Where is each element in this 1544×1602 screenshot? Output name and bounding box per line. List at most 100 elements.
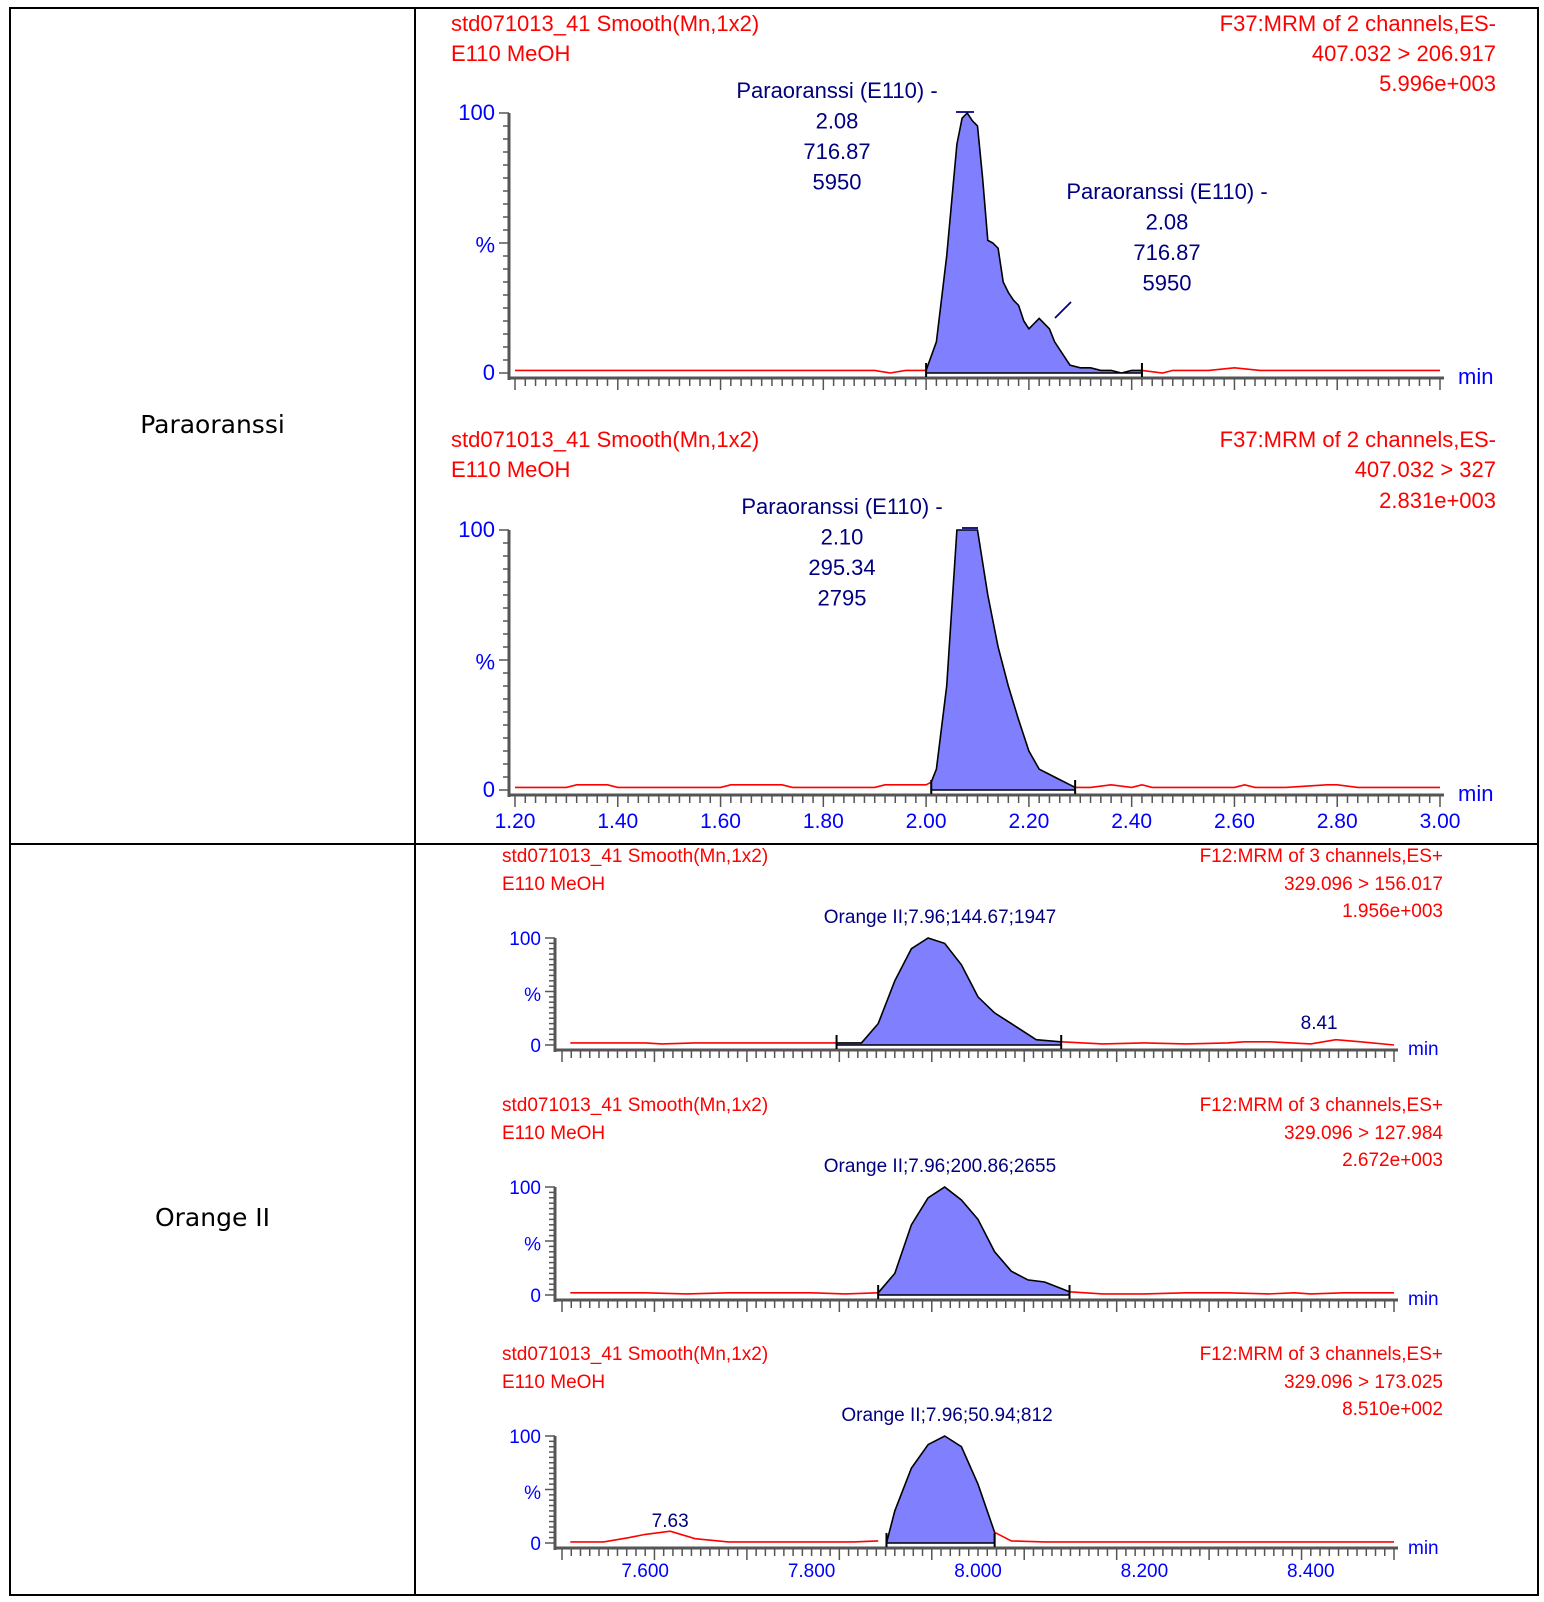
x-tick-label: 7.600 — [621, 1561, 669, 1582]
x-tick-label: 1.80 — [803, 810, 844, 833]
y-tick-label: 0 — [483, 777, 495, 802]
chart-header-left-line: E110 MeOH — [502, 1372, 605, 1393]
x-tick-label: 1.20 — [495, 810, 536, 833]
peak-label-height: 2795 — [818, 586, 867, 611]
x-tick-label: 8.200 — [1121, 1561, 1169, 1582]
peak-label-area: 716.87 — [803, 139, 870, 164]
x-tick-label: 2.60 — [1214, 810, 1255, 833]
chart-header-left-line: E110 MeOH — [502, 1123, 605, 1144]
chart-header-left-line: E110 MeOH — [502, 874, 605, 895]
chart-header-right-line: 2.672e+003 — [1342, 1150, 1443, 1171]
chart-header-right-line: F12:MRM of 3 channels,ES+ — [1200, 1344, 1443, 1365]
minor-peak-label: 8.41 — [1301, 1013, 1338, 1034]
x-tick-label: 2.20 — [1008, 810, 1049, 833]
integrated-peak-area — [877, 1186, 1071, 1296]
peak-label-name: Paraoranssi (E110) - — [736, 78, 937, 103]
chart-panel-o3: std071013_41 Smooth(Mn,1x2) E110 MeOH F12:… — [502, 1344, 1443, 1582]
chart-header-left-line: E110 MeOH — [451, 41, 570, 66]
integrated-peak-area — [885, 1435, 996, 1544]
chromatogram-trace — [1069, 1291, 1394, 1295]
chart-header-left-line: std071013_41 Smooth(Mn,1x2) — [502, 846, 768, 867]
x-axis-label: min — [1458, 364, 1493, 389]
y-tick-label: 100 — [458, 100, 495, 125]
chart-header-right-line: 407.032 > 327 — [1355, 457, 1496, 482]
y-tick-label: 0 — [530, 1534, 541, 1555]
chromatogram-trace — [570, 1042, 837, 1045]
chart-header-right-line: F37:MRM of 2 channels,ES- — [1220, 11, 1496, 36]
x-tick-label: 8.400 — [1287, 1561, 1335, 1582]
y-tick-label: 0 — [530, 1286, 541, 1307]
chromatogram-trace — [1141, 366, 1440, 374]
chart-panel-p2: std071013_41 Smooth(Mn,1x2) E110 MeOH F37:… — [451, 427, 1496, 833]
chromatogram-trace — [1075, 783, 1440, 789]
row-label-orange-ii: Orange II — [154, 1203, 271, 1232]
y-tick-label: 100 — [509, 929, 541, 950]
chart-header-right-line: 407.032 > 206.917 — [1312, 41, 1496, 66]
chart-header-right-line: 329.096 > 127.984 — [1284, 1123, 1443, 1144]
peak-label: Orange II;7.96;144.67;1947 — [824, 907, 1056, 928]
x-axis-label: min — [1408, 1538, 1439, 1559]
x-tick-label: 3.00 — [1420, 810, 1461, 833]
chromatogram-trace — [570, 1530, 879, 1543]
chart-header-left-line: std071013_41 Smooth(Mn,1x2) — [502, 1344, 768, 1365]
chart-header-right-line: F12:MRM of 3 channels,ES+ — [1200, 846, 1443, 867]
x-axis-label: min — [1458, 781, 1493, 806]
x-tick-label: 2.40 — [1111, 810, 1152, 833]
integrated-peak-area — [930, 529, 1076, 791]
peak-label-name: Paraoranssi (E110) - — [741, 494, 942, 519]
peak-label-rt: 2.08 — [816, 109, 859, 134]
y-axis-label: % — [524, 1235, 541, 1256]
peak-label-height: 5950 — [813, 170, 862, 195]
row-label-paraoranssi: Paraoranssi — [140, 410, 285, 439]
y-axis-label: % — [524, 985, 541, 1006]
chart-header-left-line: std071013_41 Smooth(Mn,1x2) — [451, 11, 759, 36]
peak-label-area: 716.87 — [1133, 240, 1200, 265]
chart-panel-o1: std071013_41 Smooth(Mn,1x2) E110 MeOH F12:… — [502, 846, 1443, 1062]
chart-header-right-line: 1.956e+003 — [1342, 901, 1443, 922]
integrated-peak-area — [835, 937, 1062, 1046]
peak-label: Orange II;7.96;200.86;2655 — [824, 1156, 1056, 1177]
peak-label-name: Paraoranssi (E110) - — [1066, 179, 1267, 204]
y-axis-label: % — [475, 650, 495, 675]
x-axis-label: min — [1408, 1289, 1439, 1310]
chromatogram-trace — [570, 1292, 879, 1295]
x-tick-label: 1.40 — [597, 810, 638, 833]
x-tick-label: 7.800 — [788, 1561, 836, 1582]
peak-label-rt: 2.08 — [1146, 210, 1189, 235]
chart-header-right-line: 329.096 > 173.025 — [1284, 1372, 1443, 1393]
chart-header-left-line: std071013_41 Smooth(Mn,1x2) — [451, 427, 759, 452]
chromatogram-trace — [515, 781, 932, 789]
chart-header-right-line: 8.510e+002 — [1342, 1399, 1443, 1420]
chart-header-left-line: std071013_41 Smooth(Mn,1x2) — [502, 1095, 768, 1116]
y-tick-label: 100 — [509, 1427, 541, 1448]
chart-header-right-line: 5.996e+003 — [1379, 71, 1496, 96]
chart-header-right-line: F12:MRM of 3 channels,ES+ — [1200, 1095, 1443, 1116]
table-border — [9, 7, 1539, 1596]
x-tick-label: 2.00 — [906, 810, 947, 833]
integrated-peak-area — [925, 111, 1143, 374]
chart-header-right-line: F37:MRM of 2 channels,ES- — [1220, 427, 1496, 452]
peak-label-area: 295.34 — [808, 555, 875, 580]
y-tick-label: 100 — [458, 517, 495, 542]
y-tick-label: 0 — [530, 1036, 541, 1057]
x-tick-label: 8.000 — [954, 1561, 1002, 1582]
chromatogram-trace — [1061, 1038, 1395, 1046]
peak-label: Orange II;7.96;50.94;812 — [841, 1405, 1052, 1426]
y-axis-label: % — [524, 1483, 541, 1504]
peak-label-height: 5950 — [1143, 271, 1192, 296]
peak-label-leader — [1054, 301, 1072, 319]
x-axis-label: min — [1408, 1039, 1439, 1060]
chart-panel-o2: std071013_41 Smooth(Mn,1x2) E110 MeOH F12:… — [502, 1095, 1443, 1312]
chromatogram-trace — [994, 1531, 1394, 1543]
chart-panel-p1: std071013_41 Smooth(Mn,1x2) E110 MeOH F37:… — [451, 11, 1496, 390]
chart-header-right-line: 329.096 > 156.017 — [1284, 874, 1443, 895]
y-tick-label: 100 — [509, 1178, 541, 1199]
x-tick-label: 2.80 — [1317, 810, 1358, 833]
chart-header-right-line: 2.831e+003 — [1379, 488, 1496, 513]
minor-peak-label: 7.63 — [652, 1511, 689, 1532]
x-tick-label: 1.60 — [700, 810, 741, 833]
y-tick-label: 0 — [483, 360, 495, 385]
y-axis-label: % — [475, 233, 495, 258]
peak-label-rt: 2.10 — [821, 525, 864, 550]
